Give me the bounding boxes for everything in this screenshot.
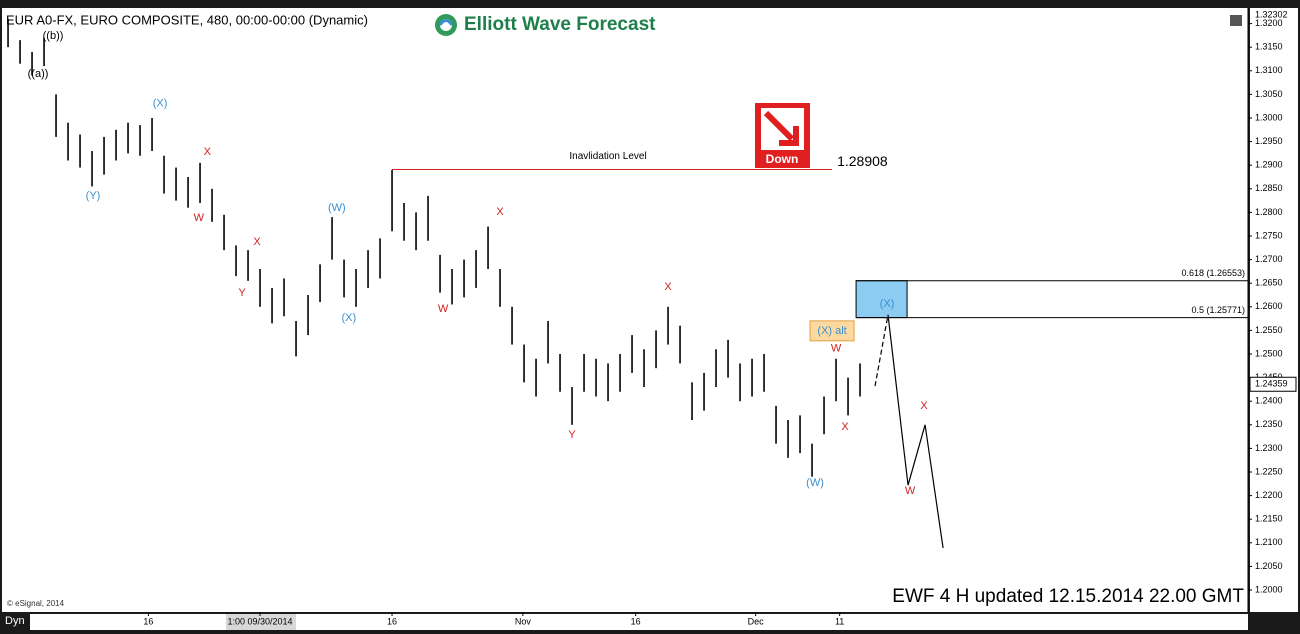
wave-label: (X) <box>880 298 895 310</box>
y-tick-label: 1.2050 <box>1255 561 1283 571</box>
y-tick-label: 1.2800 <box>1255 207 1283 217</box>
y-tick-label: 1.3000 <box>1255 112 1283 122</box>
invalidation-value: 1.28908 <box>837 153 888 169</box>
wave-label: (Y) <box>86 190 101 202</box>
alt-box <box>809 320 855 342</box>
signal-icon: Down <box>755 103 810 168</box>
y-tick-label: 1.2400 <box>1255 396 1283 406</box>
y-tick-label: 1.2250 <box>1255 466 1283 476</box>
last-price-label: 1.24359 <box>1255 379 1288 389</box>
footer: EWF 4 H updated 12.15.2014 22.00 GMT <box>892 586 1244 607</box>
wave-label: W <box>438 303 449 315</box>
x-tick-label: 1:00 09/30/2014 <box>228 616 293 626</box>
wave-label: Y <box>568 429 576 441</box>
y-tick-label: 1.2200 <box>1255 490 1283 500</box>
fib-label: 0.5 (1.25771) <box>1191 305 1245 315</box>
wave-label: Y <box>238 287 246 299</box>
time-axis <box>30 614 1248 630</box>
wave-label: ((a)) <box>28 68 49 80</box>
wave-label: X <box>841 421 849 433</box>
logo: Elliott Wave Forecast <box>435 14 656 36</box>
wave-label: (X) <box>342 312 357 324</box>
wave-label: X <box>664 281 672 293</box>
chart-title: EUR A0-FX, EURO COMPOSITE, 480, 00:00-00… <box>6 12 368 27</box>
y-tick-label: 1.2500 <box>1255 348 1283 358</box>
y-tick-label: 1.3050 <box>1255 89 1283 99</box>
high-label: 1.32302 <box>1255 10 1288 20</box>
y-tick-label: 1.2900 <box>1255 160 1283 170</box>
x-tick-label: 16 <box>631 616 641 626</box>
x-tick-label: 11 <box>835 616 844 626</box>
x-tick-label: Nov <box>515 616 532 626</box>
plot-area <box>2 8 1248 612</box>
logo-icon <box>438 19 454 26</box>
brand: Elliott Wave Forecast <box>464 14 656 35</box>
wave-label: (X) <box>153 98 168 110</box>
y-tick-label: 1.2100 <box>1255 537 1283 547</box>
wave-label: (W) <box>806 477 824 489</box>
wave-label: X <box>496 206 504 218</box>
wave-label: (W) <box>328 202 346 214</box>
wave-label: W <box>194 212 205 224</box>
x-tick-label: 16 <box>387 616 397 626</box>
alt-label: (X) alt <box>817 325 846 337</box>
x-tick-label: 16 <box>143 616 153 626</box>
y-tick-label: 1.2550 <box>1255 325 1283 335</box>
last-price-box <box>1249 376 1297 392</box>
wave-label: W <box>831 343 842 355</box>
price-axis <box>1250 8 1298 612</box>
wave-label: X <box>920 400 928 412</box>
y-tick-label: 1.2700 <box>1255 254 1283 264</box>
signal-arrow <box>763 110 799 146</box>
y-tick-label: 1.2850 <box>1255 183 1283 193</box>
y-tick-label: 1.2150 <box>1255 514 1283 524</box>
x-tick-label: Dec <box>748 616 765 626</box>
y-tick-label: 1.3150 <box>1255 42 1283 52</box>
projection-path <box>887 314 944 549</box>
fib-label: 0.618 (1.26553) <box>1181 268 1245 278</box>
y-tick-label: 1.2350 <box>1255 419 1283 429</box>
wave-label: W <box>905 485 916 497</box>
window-button[interactable] <box>1230 15 1242 26</box>
corner-label: Dyn <box>5 615 25 627</box>
y-tick-label: 1.2600 <box>1255 301 1283 311</box>
time-highlight <box>226 614 296 630</box>
copyright: © eSignal, 2014 <box>7 599 65 608</box>
y-tick-label: 1.2650 <box>1255 278 1283 288</box>
y-tick-label: 1.2750 <box>1255 230 1283 240</box>
signal-label: Down <box>766 152 799 166</box>
y-tick-label: 1.2000 <box>1255 584 1283 594</box>
wave-label: X <box>204 146 212 158</box>
y-tick-label: 1.3200 <box>1255 18 1283 28</box>
y-tick-label: 1.3100 <box>1255 65 1283 75</box>
y-tick-label: 1.2300 <box>1255 443 1283 453</box>
wave-label: X <box>253 236 261 248</box>
projection-dashed <box>874 314 889 387</box>
y-tick-label: 1.2950 <box>1255 136 1283 146</box>
wave-label: ((b)) <box>43 30 64 42</box>
invalidation-label: Inavlidation Level <box>569 151 646 162</box>
